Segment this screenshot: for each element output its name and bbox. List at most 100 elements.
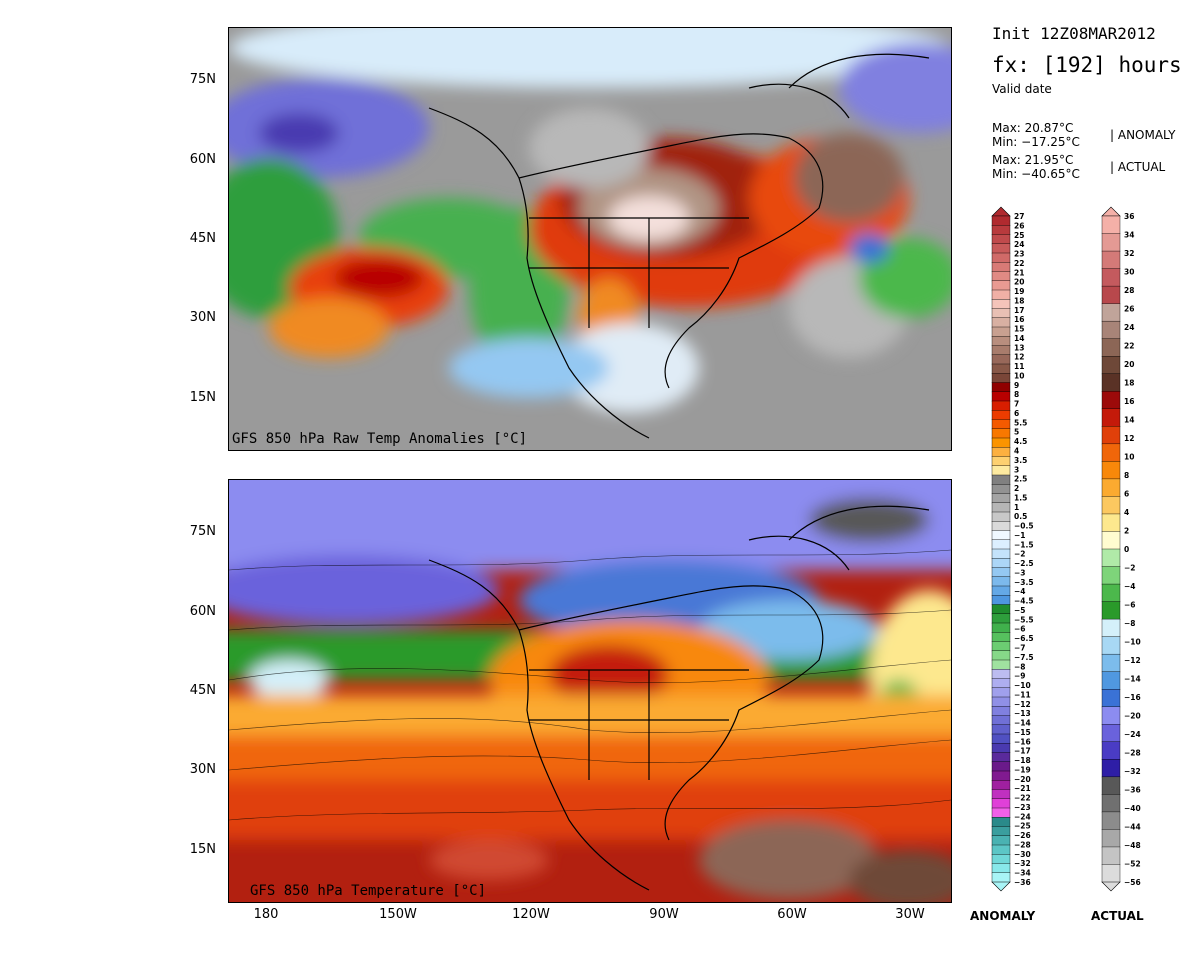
anomaly-tag: | ANOMALY	[1110, 128, 1176, 142]
anomaly-colorbar-swatch	[991, 456, 1011, 467]
anomaly-min: Min: −17.25°C	[992, 135, 1080, 149]
anomaly-colorbar-tick-label: −6.5	[1014, 634, 1034, 643]
anomaly-colorbar-tick-label: −2	[1014, 550, 1026, 559]
actual-colorbar-tick-label: −56	[1124, 878, 1141, 887]
actual-colorbar-tick-label: 22	[1124, 342, 1134, 351]
anomaly-colorbar-swatch	[991, 585, 1011, 596]
lat-label-top-2: 45N	[189, 231, 216, 246]
anomaly-colorbar-tick-label: −1.5	[1014, 540, 1034, 549]
anomaly-colorbar-swatch	[991, 761, 1011, 772]
actual-colorbar-swatch	[1101, 583, 1121, 603]
anomaly-colorbar-tick-label: 10	[1014, 371, 1024, 380]
anomaly-colorbar-tick-label: −15	[1014, 728, 1031, 737]
anomaly-colorbar-swatch	[991, 807, 1011, 818]
actual-colorbar-tick-label: 32	[1124, 249, 1134, 258]
lat-label-top-3: 30N	[189, 310, 216, 325]
anomaly-colorbar-tick-label: 21	[1014, 268, 1024, 277]
anomaly-colorbar-swatch	[991, 789, 1011, 800]
actual-colorbar-swatch	[1101, 548, 1121, 568]
anomaly-colorbar-tick-label: 18	[1014, 296, 1024, 305]
actual-colorbar-tick-label: −52	[1124, 860, 1141, 869]
anomaly-colorbar-tick-label: −0.5	[1014, 522, 1034, 531]
anomaly-colorbar-tick-label: 25	[1014, 231, 1024, 240]
anomaly-colorbar-swatch	[991, 613, 1011, 624]
anomaly-colorbar-tick-label: 2.5	[1014, 475, 1027, 484]
anomaly-colorbar-tick-label: 19	[1014, 287, 1024, 296]
actual-colorbar-tick-label: 12	[1124, 434, 1134, 443]
actual-colorbar-swatch	[1101, 461, 1121, 480]
anomaly-colorbar-tick-label: 17	[1014, 306, 1024, 315]
anomaly-colorbar-tick-label: 22	[1014, 259, 1024, 268]
actual-colorbar-swatch	[1101, 864, 1121, 883]
anomaly-colorbar-tick-label: −21	[1014, 784, 1031, 793]
actual-colorbar-swatch	[1101, 618, 1121, 638]
anomaly-colorbar-tick-label: −32	[1014, 859, 1031, 868]
anomaly-colorbar-tick-label: 4	[1014, 447, 1019, 456]
actual-colorbar-swatch	[1101, 513, 1121, 532]
lon-label-1: 150W	[379, 907, 417, 922]
anomaly-colorbar-swatch	[991, 373, 1011, 384]
anomaly-colorbar-tick-label: −13	[1014, 709, 1031, 718]
anomaly-colorbar-tick-label: 1	[1014, 503, 1019, 512]
fx-prefix: fx: [	[992, 53, 1056, 77]
anomaly-colorbar-tick-label: 20	[1014, 278, 1024, 287]
anomaly-colorbar-swatch	[991, 465, 1011, 476]
anomaly-colorbar-tick-label: −10	[1014, 681, 1031, 690]
actual-colorbar-tick-label: −10	[1124, 638, 1141, 647]
actual-colorbar-tick-label: 16	[1124, 397, 1134, 406]
actual-colorbar-swatch	[1101, 478, 1121, 497]
actual-colorbar-tick-label: 34	[1124, 231, 1134, 240]
lat-label-bottom-2: 45N	[189, 683, 216, 698]
fx-suffix: ] hours	[1093, 53, 1182, 77]
anomaly-colorbar-swatch	[991, 391, 1011, 402]
anomaly-map-caption: GFS 850 hPa Raw Temp Anomalies [°C]	[232, 431, 528, 447]
anomaly-colorbar: 2726252423222120191817161514131211109876…	[991, 206, 1034, 892]
actual-colorbar-swatch	[1101, 233, 1121, 252]
anomaly-colorbar-swatch	[991, 724, 1011, 735]
anomaly-colorbar-tick-label: −24	[1014, 812, 1031, 821]
actual-colorbar-swatch	[1101, 811, 1121, 830]
anomaly-colorbar-swatch	[991, 280, 1011, 291]
actual-colorbar-swatch	[1101, 338, 1121, 357]
actual-colorbar-tick-label: 28	[1124, 286, 1134, 295]
anomaly-colorbar-tick-label: 16	[1014, 315, 1024, 324]
anomaly-colorbar-swatch	[991, 493, 1011, 504]
actual-min: Min: −40.65°C	[992, 167, 1080, 181]
anomaly-colorbar-swatch	[991, 234, 1011, 245]
anomaly-colorbar-swatch	[991, 798, 1011, 809]
anomaly-colorbar-swatch	[991, 854, 1011, 865]
anomaly-colorbar-swatch	[991, 706, 1011, 717]
anomaly-colorbar-tick-label: 27	[1014, 212, 1024, 221]
actual-colorbar-swatch	[1101, 776, 1121, 795]
actual-tag: | ACTUAL	[1110, 160, 1166, 174]
anomaly-colorbar-tick-label: −7.5	[1014, 653, 1034, 662]
actual-colorbar-tick-label: −20	[1124, 712, 1141, 721]
anomaly-colorbar-swatch	[991, 650, 1011, 661]
actual-colorbar-swatch	[1101, 601, 1121, 620]
anomaly-colorbar-tick-label: −11	[1014, 690, 1031, 699]
anomaly-colorbar-tick-label: 8	[1014, 390, 1019, 399]
anomaly-colorbar-swatch	[991, 225, 1011, 236]
anomaly-colorbar-swatch	[991, 622, 1011, 633]
anomaly-colorbar-swatch	[991, 743, 1011, 754]
actual-max: Max: 21.95°C	[992, 153, 1074, 167]
actual-colorbar-swatch	[1101, 391, 1121, 410]
actual-colorbar-swatch	[1101, 689, 1121, 708]
actual-colorbar-tick-label: 4	[1124, 508, 1129, 517]
actual-colorbar-swatch	[1101, 566, 1121, 585]
anomaly-colorbar-tick-label: −16	[1014, 737, 1031, 746]
anomaly-colorbar-swatch	[991, 289, 1011, 300]
anomaly-colorbar-swatch	[991, 243, 1011, 254]
anomaly-colorbar-swatch	[991, 669, 1011, 680]
anomaly-colorbar-tick-label: 2	[1014, 484, 1019, 493]
actual-colorbar-tick-label: 6	[1124, 490, 1129, 499]
anomaly-colorbar-swatch	[991, 548, 1011, 559]
anomaly-colorbar-swatch	[991, 641, 1011, 652]
anomaly-colorbar-tick-label: −25	[1014, 822, 1031, 831]
anomaly-colorbar-swatch	[991, 539, 1011, 550]
anomaly-colorbar-tick-label: 0.5	[1014, 512, 1027, 521]
lon-label-0: 180	[253, 907, 279, 922]
anomaly-colorbar-tick-label: 5	[1014, 428, 1019, 437]
anomaly-colorbar-tick-label: 3	[1014, 465, 1019, 474]
actual-colorbar-swatch	[1101, 706, 1121, 725]
